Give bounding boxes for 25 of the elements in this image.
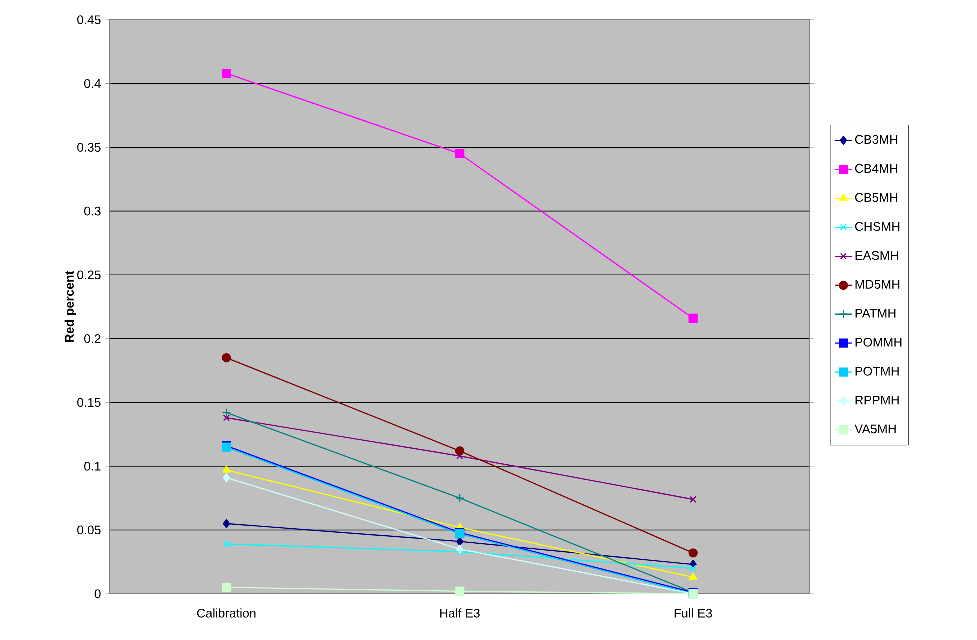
legend-label: CB4MH — [855, 164, 898, 174]
legend-label: MD5MH — [856, 280, 900, 289]
y-tick-label: 0.3 — [84, 206, 101, 216]
legend-label: CB5MH — [855, 193, 898, 202]
y-tick-label: 0.1 — [84, 462, 101, 471]
y-tick-label: 0.35 — [78, 143, 101, 152]
legend-label: EASMH — [856, 251, 898, 260]
y-tick-label: 0.25 — [78, 270, 101, 280]
x-tick-label: Full E3 — [674, 608, 712, 618]
legend-label: RPPMH — [856, 396, 899, 405]
legend-label: CB3MH — [855, 135, 898, 144]
legend-label: PATMH — [856, 309, 896, 318]
y-tick-label: 0.2 — [84, 334, 101, 344]
legend-label: POTMH — [856, 367, 899, 376]
x-tick-label: Calibration — [197, 608, 256, 618]
legend-label: VA5MH — [854, 424, 896, 434]
y-tick-label: 0 — [94, 590, 101, 598]
legend-label: POMMH — [856, 338, 902, 347]
x-tick-label: Half E3 — [440, 608, 480, 618]
y-tick-label: 0.15 — [78, 398, 101, 408]
y-tick-label: 0.4 — [84, 79, 101, 88]
y-axis-title: Red percent — [64, 271, 76, 342]
legend-label: CHSMH — [855, 222, 900, 232]
y-tick-label: 0.05 — [78, 526, 101, 535]
y-tick-label: 0.45 — [78, 16, 101, 24]
